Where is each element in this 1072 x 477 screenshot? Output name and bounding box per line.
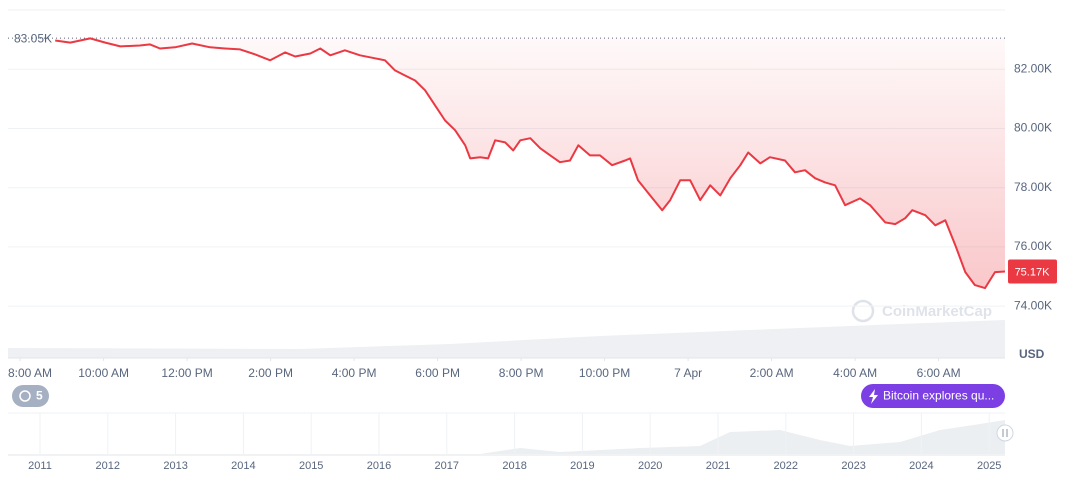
x-tick-label: 6:00 AM xyxy=(917,366,961,380)
navigator-year: 2015 xyxy=(299,460,323,472)
navigator xyxy=(8,412,1014,456)
watermark-text: CoinMarketCap xyxy=(882,303,992,320)
y-tick-label: 80.00K xyxy=(1014,121,1052,135)
navigator-year: 2019 xyxy=(570,460,594,472)
x-tick-label: 12:00 PM xyxy=(161,366,212,380)
navigator-year: 2025 xyxy=(977,460,1001,472)
x-tick-label: 8:00 AM xyxy=(8,366,52,380)
news-badge[interactable]: Bitcoin explores qu... xyxy=(861,384,1005,408)
navigator-year: 2020 xyxy=(638,460,662,472)
price-line xyxy=(55,37,1006,290)
navigator-year: 2016 xyxy=(367,460,391,472)
price-area xyxy=(55,38,1005,289)
alert-badge[interactable]: 5 xyxy=(12,385,49,407)
y-tick-label: 78.00K xyxy=(1014,180,1052,194)
x-tick-label: 6:00 PM xyxy=(415,366,460,380)
watermark: CoinMarketCap xyxy=(851,299,992,323)
navigator-year: 2023 xyxy=(841,460,865,472)
navigator-year: 2014 xyxy=(231,460,255,472)
alert-count[interactable]: 5 xyxy=(36,389,43,403)
navigator-handle[interactable] xyxy=(996,424,1014,442)
currency-label: USD xyxy=(1019,347,1045,361)
navigator-year: 2021 xyxy=(706,460,730,472)
x-tick-label: 10:00 PM xyxy=(579,366,630,380)
x-tick-label: 4:00 AM xyxy=(833,366,877,380)
navigator-year: 2017 xyxy=(435,460,459,472)
y-tick-label: 76.00K xyxy=(1014,239,1052,253)
reference-label: 83.05K xyxy=(14,31,52,45)
x-tick-label: 2:00 PM xyxy=(248,366,293,380)
x-tick-label: 2:00 AM xyxy=(750,366,794,380)
navigator-year: 2018 xyxy=(502,460,526,472)
navigator-year: 2013 xyxy=(163,460,187,472)
volume-band xyxy=(8,320,1005,358)
x-tick-label: 8:00 PM xyxy=(499,366,544,380)
navigator-year: 2022 xyxy=(774,460,798,472)
y-tick-label: 82.00K xyxy=(1014,61,1052,75)
news-badge-bg[interactable] xyxy=(861,384,1005,408)
x-tick-label: 4:00 PM xyxy=(332,366,377,380)
last-price-label: 75.17K xyxy=(1015,266,1051,278)
navigator-year: 2012 xyxy=(96,460,120,472)
navigator-year: 2011 xyxy=(28,460,52,472)
news-text[interactable]: Bitcoin explores qu... xyxy=(883,389,994,403)
navigator-year: 2024 xyxy=(909,460,933,472)
x-tick-label: 10:00 AM xyxy=(78,366,129,380)
y-tick-label: 74.00K xyxy=(1014,298,1052,312)
last-price-badge xyxy=(1008,259,1057,284)
x-tick-label: 7 Apr xyxy=(674,366,702,380)
